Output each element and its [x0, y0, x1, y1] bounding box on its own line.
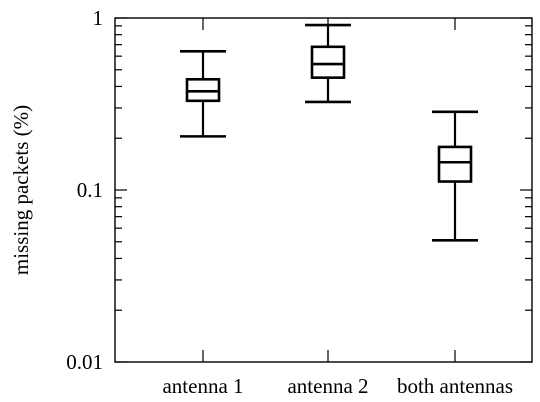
boxes — [180, 23, 478, 242]
x-category-label: both antennas — [397, 374, 513, 398]
x-category-label: antenna 1 — [162, 374, 243, 398]
box-iqr — [437, 145, 473, 183]
y-tick-label: 1 — [93, 6, 104, 30]
y-axis-ticks — [115, 17, 532, 363]
y-axis-label: missing packets (%) — [9, 105, 33, 275]
box-2 — [305, 23, 351, 104]
labels: 0.01 0.1 1 missing packets (%) antenna 1 ante… — [9, 6, 513, 398]
y-tick-label: 0.01 — [66, 350, 103, 374]
plot-area — [114, 17, 533, 363]
box-3 — [432, 110, 478, 242]
box-1 — [180, 50, 226, 138]
box-iqr — [310, 45, 346, 79]
y-tick-label: 0.1 — [77, 178, 103, 202]
x-category-label: antenna 2 — [287, 374, 368, 398]
plot-frame — [114, 17, 533, 363]
